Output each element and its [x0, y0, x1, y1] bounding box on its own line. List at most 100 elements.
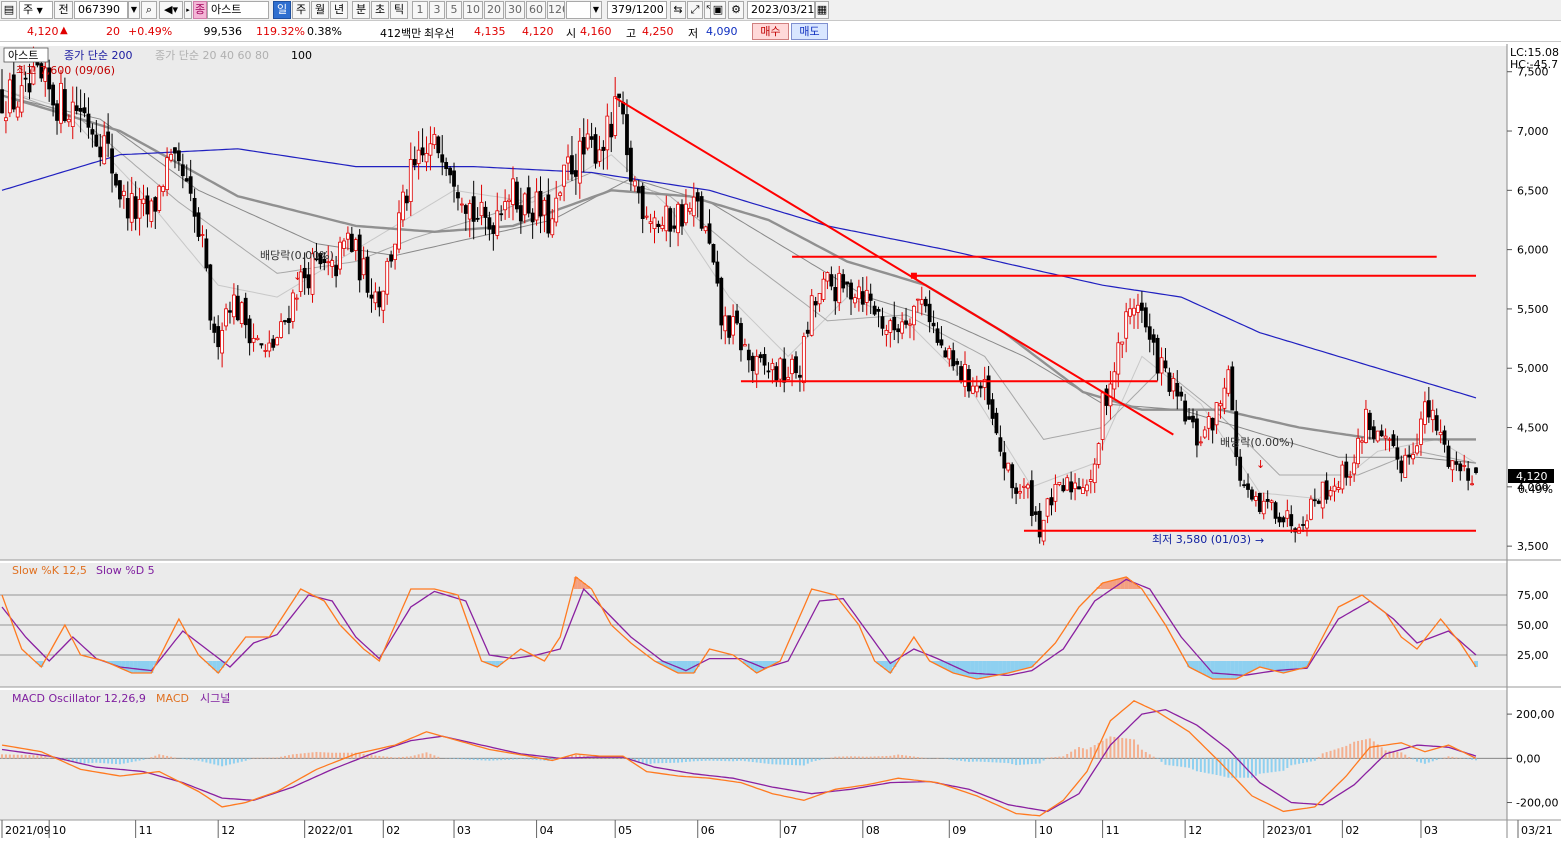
- scroll-icon[interactable]: ⇆: [670, 1, 686, 19]
- candle-body: [856, 286, 861, 300]
- candle-body: [998, 437, 1003, 452]
- candle-body: [47, 67, 52, 90]
- candle-body: [330, 260, 335, 267]
- candle-body: [157, 185, 162, 211]
- calendar-icon[interactable]: ▦: [815, 1, 829, 19]
- candle-body: [1403, 454, 1408, 478]
- x-tick-label: 04: [540, 824, 554, 837]
- candle-body: [573, 170, 578, 177]
- candle-body: [522, 193, 527, 216]
- stoch-k-label: Slow %K 12,5: [12, 564, 87, 577]
- candle-body: [1407, 454, 1412, 458]
- date-input[interactable]: 2023/03/21: [747, 1, 815, 19]
- candle-body: [11, 74, 16, 110]
- candle-body: [86, 113, 91, 128]
- candle-body: [695, 192, 700, 202]
- low-marker-arrow-icon: →: [1255, 534, 1264, 547]
- candle-body: [1198, 441, 1203, 444]
- open-label: 시: [566, 27, 577, 40]
- candle-body: [90, 129, 95, 135]
- candle-body: [1073, 482, 1077, 490]
- candle-body: [821, 278, 826, 300]
- candle-body: [680, 204, 684, 227]
- menu-icon[interactable]: ▤: [1, 1, 17, 19]
- candle-body: [212, 323, 217, 333]
- minute-3-button[interactable]: 3: [429, 1, 445, 19]
- macd-tick-label: -200,00: [1516, 797, 1558, 810]
- minute-5-button[interactable]: 5: [446, 1, 462, 19]
- candle-body: [652, 217, 657, 230]
- candle-body: [1183, 400, 1188, 422]
- candle-body: [794, 356, 798, 374]
- period-day-button[interactable]: 일: [273, 1, 291, 19]
- candle-body: [1022, 485, 1026, 488]
- dividend-marker-1: 배당락(0.00%): [260, 249, 334, 262]
- candle-body: [487, 217, 492, 230]
- code-input[interactable]: 067390: [74, 1, 128, 19]
- candle-body: [955, 361, 960, 365]
- minute-1-button[interactable]: 1: [412, 1, 428, 19]
- chart-area[interactable]: 7,500 7,000 6,500 6,000 5,500 5,000 4,500 4,000…: [0, 44, 1561, 838]
- candle-body: [15, 106, 20, 118]
- macd-osc-label: MACD Oscillator 12,26,9: [12, 692, 146, 705]
- candle-body: [314, 258, 319, 261]
- candle-body: [373, 291, 378, 304]
- candle-body: [699, 196, 704, 229]
- search-icon[interactable]: ⌕: [141, 1, 157, 19]
- minute-10-button[interactable]: 10: [463, 1, 483, 19]
- buy-button[interactable]: 매수: [752, 23, 789, 40]
- candle-body: [746, 349, 751, 361]
- period-minute-button[interactable]: 분: [352, 1, 370, 19]
- minute-20-button[interactable]: 20: [484, 1, 504, 19]
- zoom-icon[interactable]: ⤢: [687, 1, 703, 19]
- type-button[interactable]: 전: [54, 1, 73, 19]
- sell-button[interactable]: 매도: [791, 23, 828, 40]
- save-icon[interactable]: ▣: [710, 1, 726, 19]
- ma60-line: [1, 94, 1477, 464]
- candle-body: [342, 240, 346, 249]
- candle-body: [98, 146, 103, 158]
- chart-svg[interactable]: 7,500 7,000 6,500 6,000 5,500 5,000 4,500 4,000…: [0, 44, 1561, 838]
- custom-period-dropdown-icon[interactable]: ▼: [590, 1, 602, 19]
- candle-body: [1132, 307, 1136, 316]
- period-second-button[interactable]: 초: [371, 1, 389, 19]
- candle-body: [192, 197, 197, 217]
- gear-icon[interactable]: ⚙: [728, 1, 744, 19]
- candle-body: [1336, 487, 1341, 490]
- candle-body: [1450, 460, 1455, 471]
- market-value: 주: [23, 3, 34, 16]
- stock-name-field[interactable]: 아스트: [207, 1, 269, 19]
- candle-body: [927, 303, 932, 323]
- candle-body: [570, 155, 574, 175]
- candle-body: [601, 146, 606, 151]
- price-tick-label: 3,500: [1517, 540, 1549, 553]
- high-price: 4,250: [642, 25, 674, 38]
- candle-body: [809, 295, 814, 336]
- minute-120-button[interactable]: 120: [547, 1, 565, 19]
- candle-body: [758, 354, 763, 359]
- count-field[interactable]: 379/1200: [607, 1, 667, 19]
- period-year-button[interactable]: 년: [330, 1, 348, 19]
- candle-body: [1434, 415, 1439, 431]
- period-week-button[interactable]: 주: [292, 1, 310, 19]
- candle-body: [235, 295, 240, 321]
- candle-body: [1143, 307, 1148, 328]
- candle-body: [978, 385, 983, 389]
- minute-30-button[interactable]: 30: [505, 1, 525, 19]
- candle-body: [507, 199, 511, 202]
- candle-body: [597, 149, 602, 162]
- candle-body: [306, 274, 311, 289]
- period-tick-button[interactable]: 틱: [390, 1, 408, 19]
- minute-60-button[interactable]: 60: [526, 1, 546, 19]
- code-dropdown-icon[interactable]: ▼: [128, 1, 140, 19]
- period-month-button[interactable]: 월: [311, 1, 329, 19]
- prev-stock-icon[interactable]: ▸: [184, 1, 192, 19]
- x-tick-label: 12: [1188, 824, 1202, 837]
- speaker-icon[interactable]: ◀▾: [159, 1, 183, 19]
- x-tick-label: 08: [866, 824, 880, 837]
- low-marker: 최저 3,580 (01/03): [1152, 533, 1251, 546]
- trade-amount: 412백만: [380, 27, 422, 40]
- market-select[interactable]: 주 ▼: [19, 1, 53, 19]
- candle-body: [448, 167, 452, 176]
- candle-body: [1285, 510, 1290, 519]
